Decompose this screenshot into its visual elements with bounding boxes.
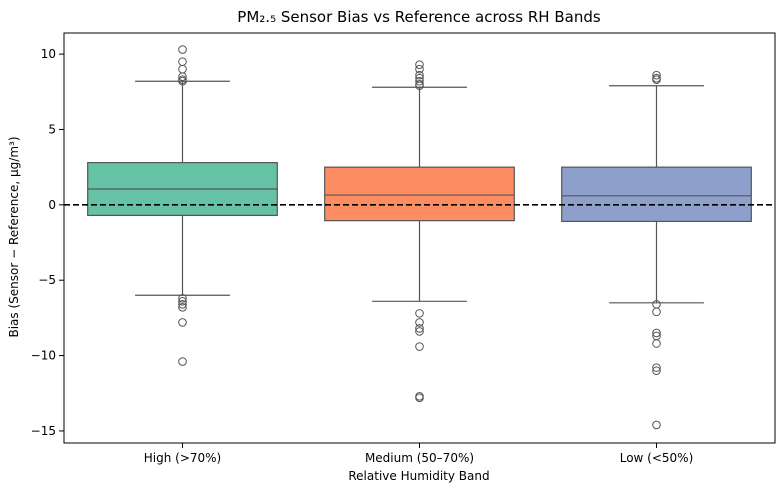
box-iqr xyxy=(561,166,752,223)
outlier-point xyxy=(415,342,424,351)
y-tick-label: 0 xyxy=(48,198,56,212)
outlier-point xyxy=(415,60,424,69)
outlier-point xyxy=(178,297,187,306)
outlier-point xyxy=(415,324,424,333)
box-iqr xyxy=(324,166,515,222)
box-group xyxy=(87,45,278,366)
outlier-point xyxy=(415,318,424,327)
outlier-point xyxy=(415,327,424,336)
outlier-point xyxy=(652,366,661,375)
y-tick-label: −15 xyxy=(31,424,56,438)
plot-area: 10 5 0 −5 −10 −15 High (>70%) Medium (50–70%) Lo… xyxy=(31,32,776,465)
outlier-point xyxy=(415,309,424,318)
outlier-point xyxy=(178,45,187,54)
x-tick-label: Medium (50–70%) xyxy=(365,451,474,465)
outlier-point xyxy=(178,318,187,327)
box-group xyxy=(324,60,515,403)
outlier-point xyxy=(652,363,661,372)
x-tick-label: High (>70%) xyxy=(144,451,221,465)
outlier-point xyxy=(652,420,661,430)
outlier-point xyxy=(178,76,187,86)
outlier-point xyxy=(178,293,187,303)
outlier-point xyxy=(178,64,187,74)
x-axis-label: Relative Humidity Band xyxy=(348,469,489,483)
outlier-point xyxy=(178,72,187,82)
outlier-point xyxy=(415,64,424,74)
outlier-point xyxy=(652,307,661,317)
outlier-point xyxy=(178,300,187,309)
outlier-point xyxy=(415,81,424,91)
outlier-point xyxy=(652,70,661,80)
y-axis-label: Bias (Sensor − Reference, µg/m³) xyxy=(7,136,21,337)
outlier-point xyxy=(415,76,424,86)
axes-frame xyxy=(63,32,776,444)
x-tick-label: Low (<50%) xyxy=(620,451,694,465)
y-tick-label: −10 xyxy=(31,349,56,363)
outlier-point xyxy=(652,339,661,348)
outlier-point xyxy=(652,75,661,85)
outlier-point xyxy=(415,70,424,80)
y-tick-label: −5 xyxy=(38,273,56,287)
outlier-point xyxy=(652,328,661,338)
outlier-point xyxy=(178,303,187,312)
outlier-point xyxy=(415,393,424,403)
outlier-point xyxy=(178,357,187,366)
chart-title: PM₂.₅ Sensor Bias vs Reference across RH… xyxy=(237,8,601,26)
y-tick-label: 5 xyxy=(48,122,56,136)
box-group xyxy=(561,70,752,430)
y-tick-label: 10 xyxy=(41,47,56,61)
outlier-point xyxy=(178,57,187,66)
